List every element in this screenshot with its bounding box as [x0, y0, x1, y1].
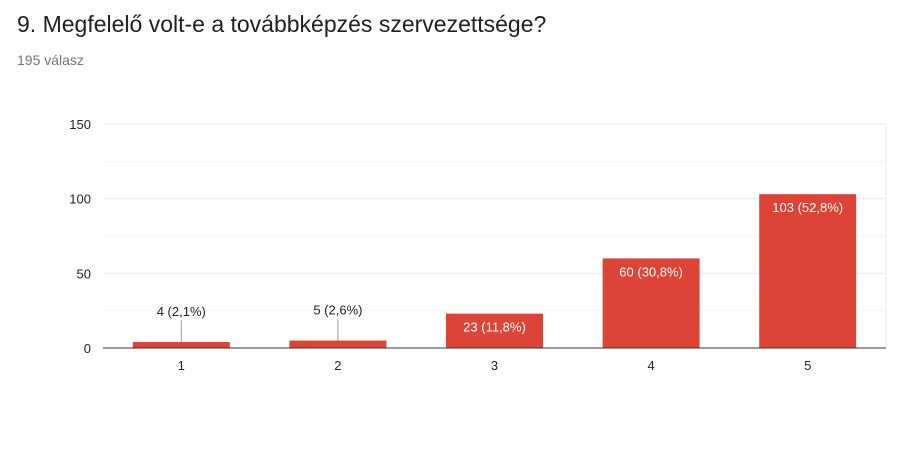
question-title: 9. Megfelelő volt-e a továbbképzés szerv…: [17, 11, 547, 37]
data-label-3: 23 (11,8%): [463, 320, 526, 335]
bar-2: [289, 340, 387, 348]
data-label-1: 4 (2,1%): [157, 304, 206, 319]
y-tick-label: 150: [69, 117, 91, 132]
x-tick-label: 1: [178, 358, 185, 373]
bar-4: [602, 258, 700, 348]
data-label-2: 5 (2,6%): [313, 303, 362, 318]
x-tick-label: 3: [491, 358, 498, 373]
x-tick-label: 5: [804, 358, 811, 373]
response-count: 195 válasz: [17, 52, 84, 68]
bar-1: [132, 342, 230, 348]
y-tick-label: 0: [84, 341, 91, 356]
x-tick-label: 2: [334, 358, 341, 373]
x-tick-label: 4: [647, 358, 654, 373]
data-label-4: 60 (30,8%): [619, 264, 683, 279]
data-label-5: 103 (52,8%): [772, 200, 843, 215]
y-tick-label: 50: [77, 266, 91, 281]
bar-5: [759, 194, 857, 348]
bar-3: [446, 313, 543, 348]
y-tick-label: 100: [69, 192, 91, 207]
